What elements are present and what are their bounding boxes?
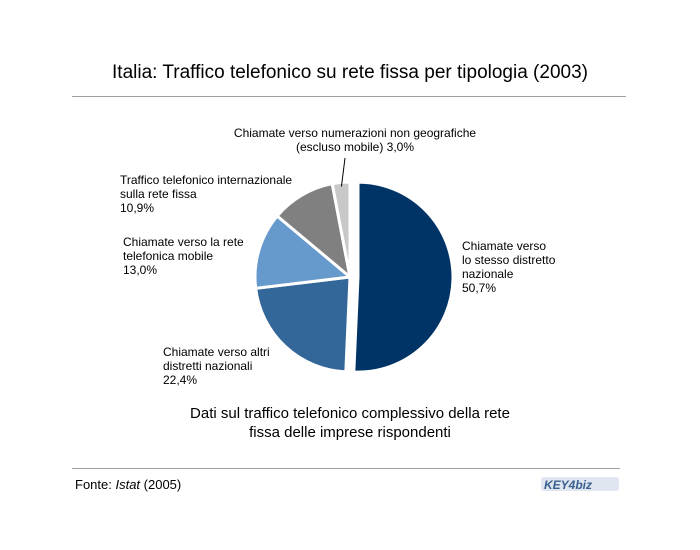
leader-line-non-geographic: [340, 157, 346, 187]
source-prefix: Fonte:: [75, 477, 116, 492]
pie-slice-other-districts: [254, 275, 352, 374]
slice-label-same-district: Chiamate verso lo stesso distretto nazio…: [462, 239, 556, 295]
svg-text:KEY4biz: KEY4biz: [544, 478, 592, 492]
slice-label-non-geographic: Chiamate verso numerazioni non geografic…: [233, 126, 477, 154]
title-divider: [72, 96, 626, 97]
chart-title: Italia: Traffico telefonico su rete fiss…: [112, 62, 588, 83]
slice-label-mobile: Chiamate verso la rete telefonica mobile…: [123, 235, 244, 277]
footer-divider: [72, 468, 620, 469]
pie-slice-non-geographic: [330, 180, 352, 278]
source-year: (2005): [140, 477, 182, 492]
chart-subtitle: Dati sul traffico telefonico complessivo…: [190, 405, 510, 441]
slice-label-international: Traffico telefonico internazionale sulla…: [120, 173, 293, 215]
slice-label-other-districts: Chiamate verso altri distretti nazionali…: [163, 345, 270, 387]
pie-slice-mobile: [253, 213, 354, 290]
pie-slice-same-district: [352, 180, 455, 374]
key4biz-logo: KEY4biz: [541, 477, 619, 492]
source-note: Fonte: Istat (2005): [75, 477, 181, 492]
source-name: Istat: [115, 477, 141, 492]
